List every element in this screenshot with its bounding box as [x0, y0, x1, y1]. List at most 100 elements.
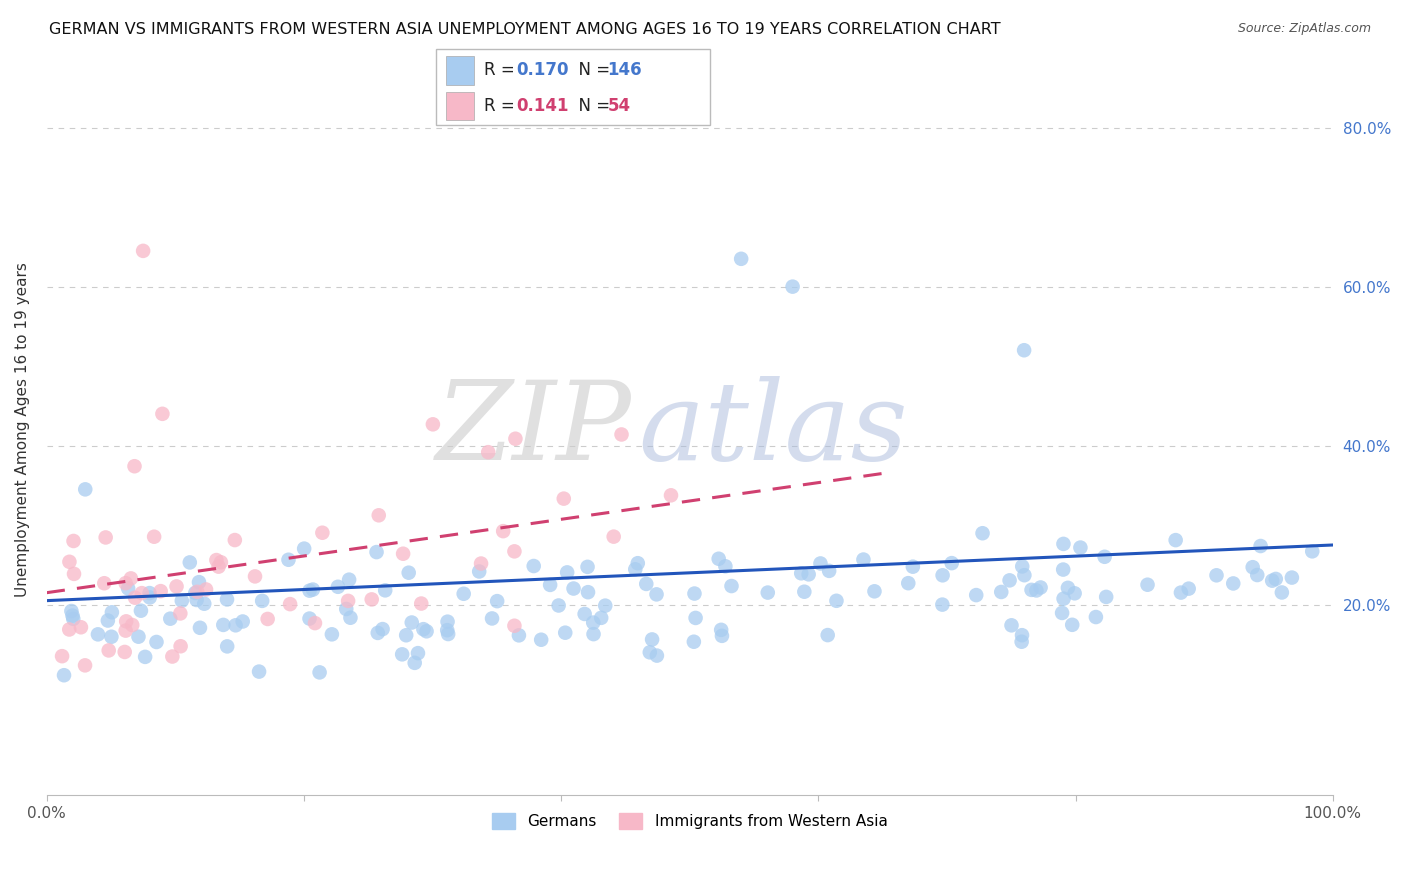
Point: [97, 614, 120, 628]
Point: [134, 649, 156, 664]
Point: [374, 583, 396, 598]
Point: [411, 597, 433, 611]
Point: [62, 612, 84, 626]
Point: [554, 625, 576, 640]
Point: [256, 612, 278, 626]
Point: [93, 576, 115, 591]
Point: [339, 611, 361, 625]
Point: [707, 551, 730, 566]
Point: [114, 576, 136, 591]
Text: 54: 54: [607, 97, 630, 115]
Point: [1011, 634, 1033, 648]
Point: [51, 649, 73, 664]
Point: [553, 491, 575, 506]
Point: [720, 579, 742, 593]
Point: [326, 580, 349, 594]
Point: [638, 645, 661, 659]
Point: [115, 615, 138, 629]
Text: R =: R =: [484, 62, 520, 79]
Point: [100, 630, 122, 644]
Point: [1281, 571, 1303, 585]
Point: [682, 634, 704, 648]
Point: [337, 573, 360, 587]
Point: [395, 628, 418, 642]
Point: [129, 604, 152, 618]
Point: [714, 559, 737, 574]
Point: [486, 594, 509, 608]
Point: [94, 531, 117, 545]
Point: [247, 665, 270, 679]
Point: [1069, 541, 1091, 555]
Point: [131, 586, 153, 600]
Point: [127, 630, 149, 644]
Point: [124, 591, 146, 605]
Point: [683, 586, 706, 600]
Point: [224, 533, 246, 547]
Point: [114, 645, 136, 659]
Point: [120, 571, 142, 585]
Point: [972, 526, 994, 541]
Point: [1021, 582, 1043, 597]
Point: [335, 602, 357, 616]
Point: [412, 622, 434, 636]
Point: [1241, 560, 1264, 574]
Point: [398, 566, 420, 580]
Point: [1301, 544, 1323, 558]
Point: [53, 668, 76, 682]
Point: [166, 579, 188, 593]
Point: [436, 623, 458, 637]
Point: [121, 618, 143, 632]
Point: [292, 541, 315, 556]
Point: [371, 622, 394, 636]
Point: [1063, 586, 1085, 600]
Point: [321, 627, 343, 641]
Point: [782, 279, 804, 293]
Point: [576, 585, 599, 599]
Point: [852, 552, 875, 566]
Point: [298, 611, 321, 625]
Point: [70, 620, 93, 634]
Point: [1029, 581, 1052, 595]
Point: [366, 545, 388, 559]
Point: [298, 583, 321, 598]
Point: [143, 530, 166, 544]
Point: [212, 618, 235, 632]
Point: [1052, 591, 1074, 606]
Point: [990, 585, 1012, 599]
Point: [1250, 539, 1272, 553]
Point: [756, 585, 779, 599]
Point: [401, 615, 423, 630]
Text: 0.170: 0.170: [516, 62, 568, 79]
Point: [1271, 585, 1294, 599]
Point: [1011, 628, 1033, 642]
Point: [60, 604, 83, 618]
Point: [117, 582, 139, 596]
Point: [1000, 618, 1022, 632]
Point: [1164, 533, 1187, 548]
Point: [232, 615, 254, 629]
Point: [124, 459, 146, 474]
Point: [582, 627, 605, 641]
Text: N =: N =: [568, 97, 616, 115]
Point: [645, 648, 668, 663]
Point: [477, 445, 499, 459]
Point: [1084, 610, 1107, 624]
Point: [169, 640, 191, 654]
Point: [818, 564, 841, 578]
Point: [188, 621, 211, 635]
Point: [302, 582, 325, 597]
Point: [530, 632, 553, 647]
Point: [710, 623, 733, 637]
Point: [162, 649, 184, 664]
Point: [1057, 581, 1080, 595]
Point: [645, 587, 668, 601]
Point: [186, 584, 208, 599]
Point: [508, 628, 530, 642]
Point: [179, 556, 201, 570]
Point: [406, 646, 429, 660]
Point: [58, 623, 80, 637]
Point: [468, 565, 491, 579]
Point: [101, 605, 124, 619]
Point: [73, 658, 96, 673]
Point: [810, 557, 832, 571]
